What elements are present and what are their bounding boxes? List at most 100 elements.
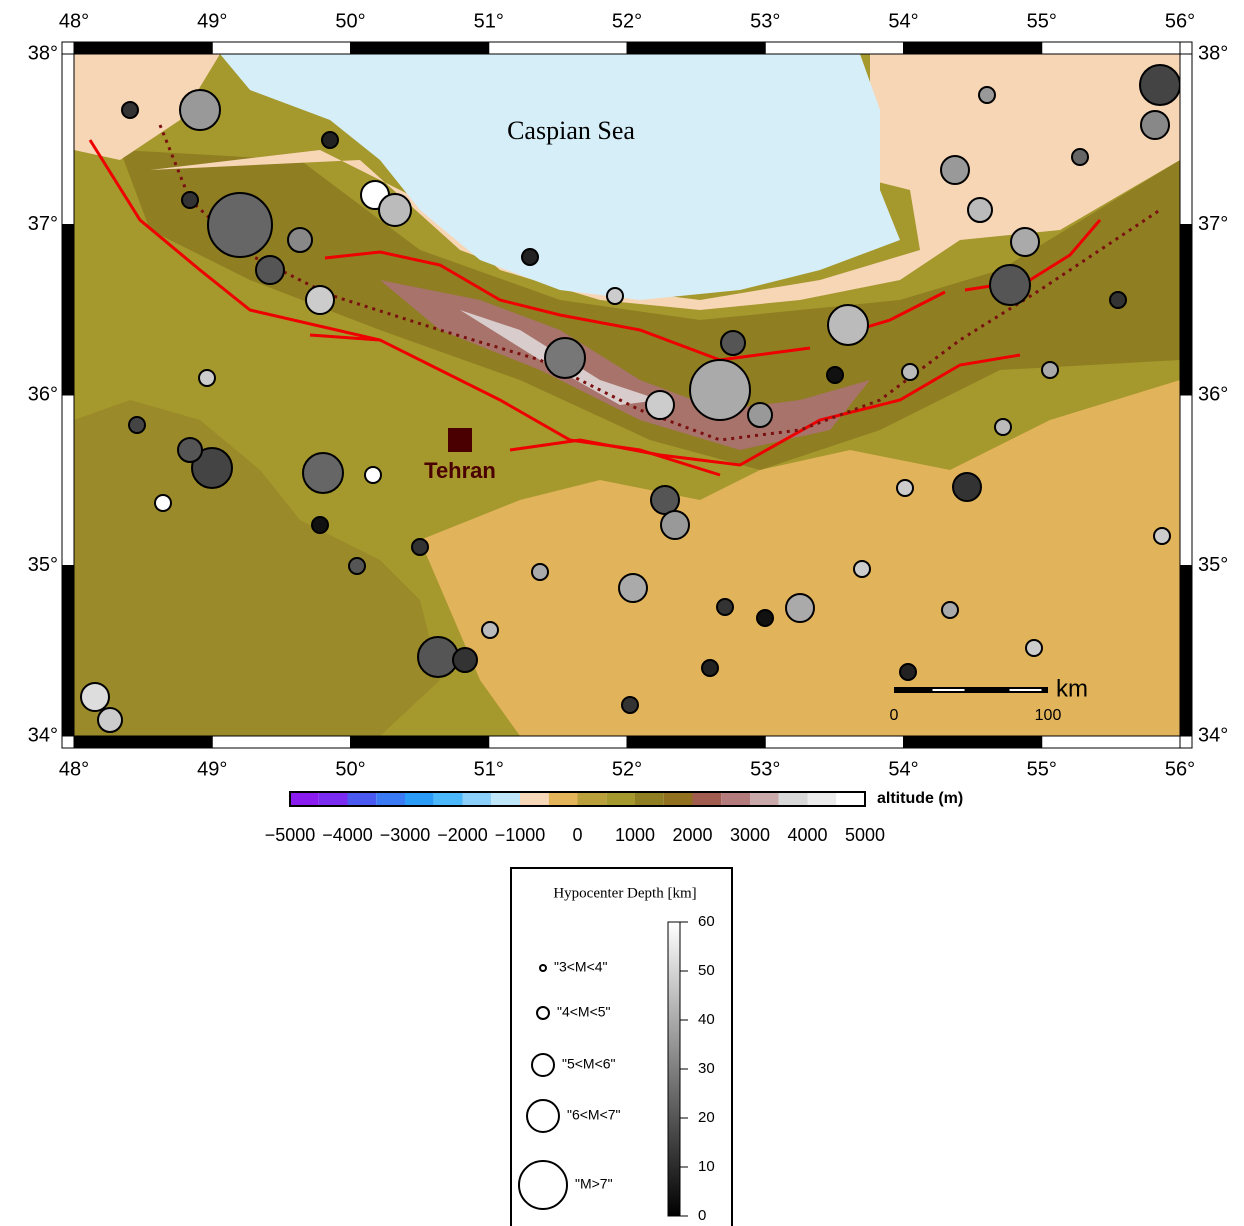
altitude-segment [750,792,779,806]
frame-segment [62,395,74,566]
legend-label: "6<M<7" [567,1107,621,1123]
altitude-tick: 3000 [730,825,770,845]
lon-label: 56° [1165,758,1195,780]
map-figure: 48°48°49°49°50°50°51°51°52°52°53°53°54°5… [0,0,1244,1226]
earthquake [256,256,284,284]
earthquake [900,664,916,680]
frame-segment [489,736,627,748]
frame-segment [74,42,212,54]
depth-tick-label: 0 [698,1207,706,1224]
earthquake [522,249,538,265]
lon-label: 53° [750,758,780,780]
legend-label: "5<M<6" [562,1056,616,1072]
depth-tick-label: 50 [698,962,715,979]
earthquake [619,574,647,602]
earthquake [81,683,109,711]
lon-label: 48° [59,758,89,780]
earthquake [1011,228,1039,256]
lat-label: 35° [28,554,58,576]
frame-segment [627,736,765,748]
altitude-tick: 2000 [672,825,712,845]
lat-label: 34° [1198,724,1228,746]
depth-tick-label: 30 [698,1060,715,1077]
frame-segment [489,42,627,54]
frame-segment [212,736,350,748]
altitude-tick: 4000 [787,825,827,845]
earthquake [827,367,843,383]
lon-label: 52° [612,10,642,32]
lon-label: 53° [750,10,780,32]
earthquake [622,697,638,713]
earthquake [412,539,428,555]
altitude-segment [635,792,664,806]
lat-label: 35° [1198,554,1228,576]
earthquake [651,486,679,514]
earthquake [1072,149,1088,165]
frame-segment [351,736,489,748]
earthquake [968,198,992,222]
frame-segment [1042,42,1180,54]
earthquake [757,610,773,626]
depth-tick-label: 10 [698,1158,715,1175]
frame-segment [765,736,903,748]
earthquake [199,370,215,386]
lon-label: 48° [59,10,89,32]
earthquake [953,473,981,501]
lon-label: 51° [474,10,504,32]
earthquake [721,331,745,355]
sea-label: Caspian Sea [507,116,635,145]
earthquake [182,192,198,208]
earthquake [365,467,381,483]
earthquake [379,194,411,226]
lon-label: 56° [1165,10,1195,32]
lat-label: 36° [1198,383,1228,405]
depth-tick-label: 20 [698,1109,715,1126]
lon-label: 54° [888,10,918,32]
earthquake [180,90,220,130]
altitude-segment [578,792,607,806]
altitude-segment [664,792,693,806]
frame-segment [351,42,489,54]
altitude-segment [721,792,750,806]
earthquake [532,564,548,580]
legend-symbol [540,965,546,971]
scale-tick: 0 [890,707,899,724]
earthquake [288,228,312,252]
earthquake [312,517,328,533]
altitude-segment [779,792,808,806]
earthquake [1141,111,1169,139]
earthquake [1110,292,1126,308]
frame-segment [1180,54,1192,225]
lon-label: 49° [197,10,227,32]
altitude-segment [405,792,434,806]
lon-label: 49° [197,758,227,780]
lon-label: 52° [612,758,642,780]
earthquake [717,599,733,615]
earthquake [702,660,718,676]
altitude-segment [434,792,463,806]
earthquake [453,648,477,672]
frame-segment [765,42,903,54]
frame-segment [627,42,765,54]
earthquake [1140,65,1180,105]
altitude-segment [606,792,635,806]
legend-symbol [537,1007,549,1019]
altitude-tick: 1000 [615,825,655,845]
earthquake [690,360,750,420]
frame-segment [904,42,1042,54]
altitude-tick: −2000 [437,825,488,845]
lon-label: 51° [474,758,504,780]
earthquake [748,403,772,427]
earthquake [545,338,585,378]
frame-segment [1180,225,1192,396]
city-marker [448,428,472,452]
altitude-label: altitude (m) [877,790,963,807]
earthquake [1042,362,1058,378]
frame-segment [62,54,74,225]
earthquake [995,419,1011,435]
earthquake [897,480,913,496]
earthquake [208,193,272,257]
earthquake [418,637,458,677]
frame-segment [1180,395,1192,566]
frame-segment [1180,566,1192,737]
